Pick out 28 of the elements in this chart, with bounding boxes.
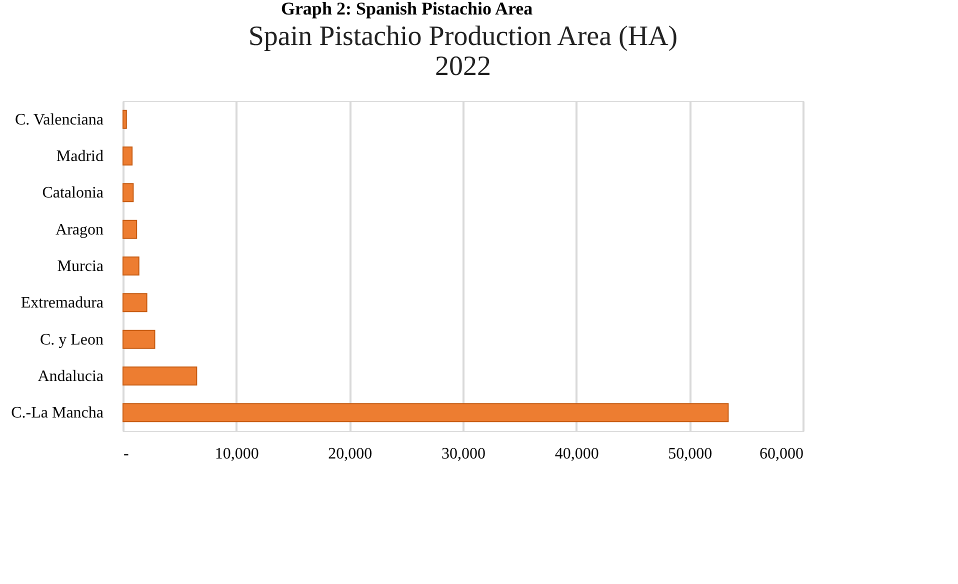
x-tick-label: 20,000 [328, 446, 372, 462]
bar [122, 293, 148, 312]
bar [122, 366, 198, 386]
text: Spain Pistachio Production Area (HA) [248, 21, 678, 52]
y-tick-label: C. Valenciana [14, 111, 104, 128]
y-tick-label: Catalonia [42, 184, 104, 202]
bar [122, 183, 134, 202]
bar [122, 403, 729, 422]
bar [122, 146, 133, 166]
caption: Graph 2: Spanish Pistachio Area [280, 0, 533, 18]
x-tick-label: 10,000 [214, 446, 259, 462]
y-tick-label: C.-La Mancha [11, 404, 104, 422]
y-tick-label: Aragon [56, 221, 104, 238]
x-tick-label: 40,000 [554, 446, 599, 462]
bar [122, 220, 138, 239]
y-tick-label: Extremadura [20, 294, 104, 312]
x-tick-label: - [124, 446, 129, 462]
x-tick-label: 60,000 [760, 446, 804, 462]
y-tick-label: Murcia [57, 258, 104, 275]
bar [122, 330, 156, 349]
text: 2022 [435, 51, 491, 82]
y-tick-label: C. y Leon [40, 331, 104, 348]
x-tick-label: 50,000 [668, 446, 712, 462]
x-tick-label: 30,000 [442, 446, 486, 462]
bar [122, 256, 140, 276]
bar [122, 110, 127, 129]
y-tick-label: Andalucia [38, 368, 104, 385]
y-tick-label: Madrid [56, 148, 104, 165]
